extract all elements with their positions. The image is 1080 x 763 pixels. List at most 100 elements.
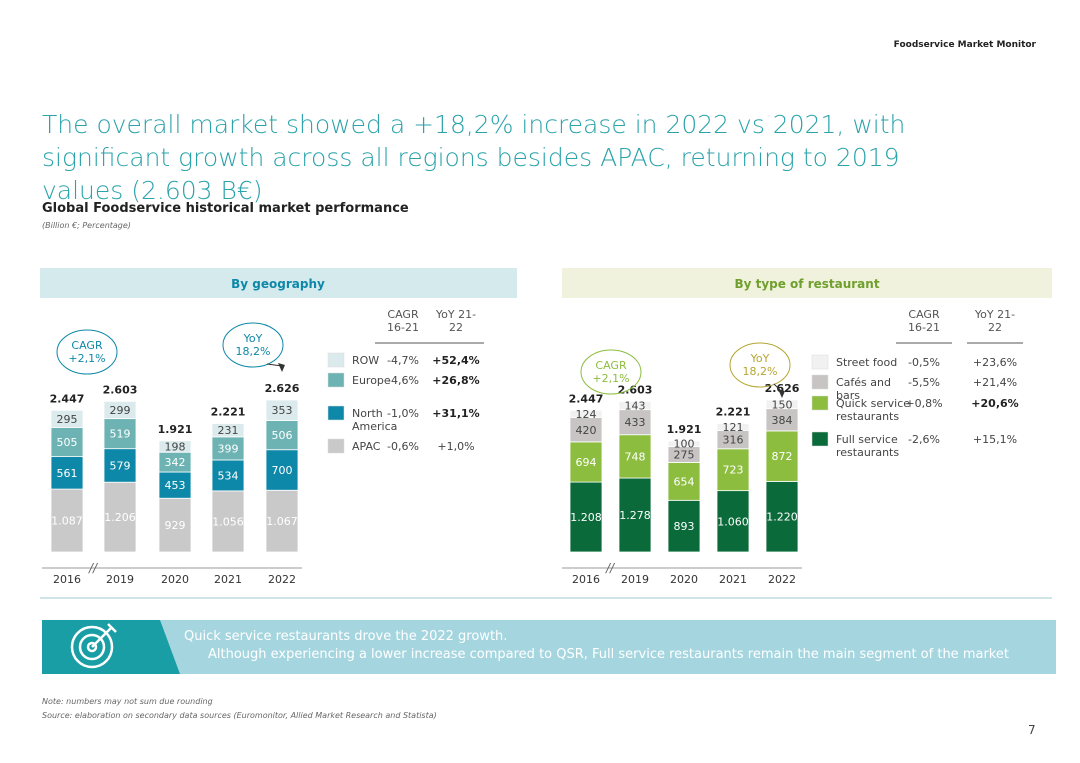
column-header: YoY 21-22 [435,308,477,334]
x-tick-label: 2021 [214,573,242,586]
note: Note: numbers may not sum due rounding [42,697,213,706]
value-label: 654 [674,475,695,488]
panel-title: By geography [231,277,325,291]
annotation: CAGR +2,1% [68,339,106,365]
bar-segment [103,418,137,450]
x-tick-label: 2020 [670,573,698,586]
value-label: 275 [674,448,695,461]
cagr-label: -0,5% [908,356,940,369]
value-label: 399 [218,442,239,455]
yoy-label: +26,8% [432,374,480,387]
value-label: 929 [165,519,186,532]
value-label: 100 [674,438,695,451]
annotation-bubble [222,322,284,368]
bar-segment [50,409,84,428]
bar-segment [667,499,701,553]
value-label: 124 [576,408,597,421]
legend-label: North America [352,407,398,433]
bar-segment [569,441,603,483]
annotation: YoY 18,2% [235,332,271,358]
bar-segment [569,481,603,553]
value-label: 316 [723,434,744,447]
x-tick-label: 2022 [268,573,296,586]
value-label: 433 [625,416,646,429]
value-label: 561 [57,467,78,480]
value-label: 1.206 [104,511,136,524]
bar-segment [569,410,603,418]
title: The overall market showed a +18,2% incre… [42,110,906,205]
value-label: 342 [165,456,186,469]
value-label: 505 [57,436,78,449]
axis-break: // [605,561,616,575]
cagr-label: -4,7% [387,354,419,367]
total-label: 2.626 [265,382,300,395]
legend-label: ROW [352,354,380,367]
target-icon [70,623,117,669]
total-label: 2.221 [211,405,246,418]
column-header: CAGR 16-21 [387,308,419,334]
value-label: 198 [165,440,186,453]
x-tick-label: 2019 [106,573,134,586]
arrow-head [278,363,285,372]
value-label: 384 [772,414,793,427]
yoy-label: +23,6% [972,356,1018,369]
bar-segment [716,448,750,492]
yoy-label: +15,1% [972,433,1018,446]
yoy-label: +31,1% [432,407,480,420]
total-label: 1.921 [667,423,702,436]
value-label: 150 [772,398,793,411]
value-label: 700 [272,464,293,477]
bar-segment [103,400,137,420]
note: Source: elaboration on secondary data so… [42,711,437,720]
bar-segment [158,440,192,453]
value-label: 694 [576,456,597,469]
banner-bg [42,620,1056,674]
value-label: 748 [625,450,646,463]
axis-break: // [88,561,99,575]
total-label: 2.221 [716,405,751,418]
bar-segment [765,399,799,410]
x-tick-label: 2019 [621,573,649,586]
value-label: 453 [165,479,186,492]
annotation: CAGR +2,1% [592,359,630,385]
legend-swatch [327,438,345,454]
annotation-bubble [580,349,642,395]
total-label: 2.447 [569,392,604,405]
bar-segment [716,490,750,553]
value-label: 1.278 [619,509,651,522]
legend-swatch [327,352,345,368]
total-label: 1.921 [158,423,193,436]
cagr-label: -1,0% [387,407,419,420]
value-label: 723 [723,464,744,477]
bar-segment [211,490,245,553]
arrow-head [778,389,785,398]
yoy-label: +21,4% [972,376,1018,389]
value-label: 299 [110,404,131,417]
legend-swatch [327,405,345,421]
x-tick-label: 2021 [719,573,747,586]
bar-segment [50,426,84,458]
annotation-bubble [56,329,118,375]
bar-segment [158,471,192,499]
cagr-label: +0,8% [905,397,943,410]
value-label: 893 [674,520,695,533]
banner-line: Quick service restaurants drove the 2022… [184,629,508,644]
legend-label: APAC [352,440,381,453]
panel-header [562,268,1052,298]
value-label: 519 [110,428,131,441]
bar-segment [618,409,652,436]
bar-segment [667,462,701,501]
bar-segment [618,477,652,553]
bar-segment [618,400,652,411]
bar-segment [265,449,299,491]
bar-segment [667,440,701,447]
cagr-label: -4,6% [387,374,419,387]
bar-segment [765,480,799,553]
total-label: 2.603 [103,383,138,396]
subtitle: Global Foodservice historical market per… [42,201,409,216]
bar-segment [765,430,799,482]
page-number: 7 [1028,723,1036,737]
value-label: 143 [625,400,646,413]
panel-title: By type of restaurant [734,277,879,291]
